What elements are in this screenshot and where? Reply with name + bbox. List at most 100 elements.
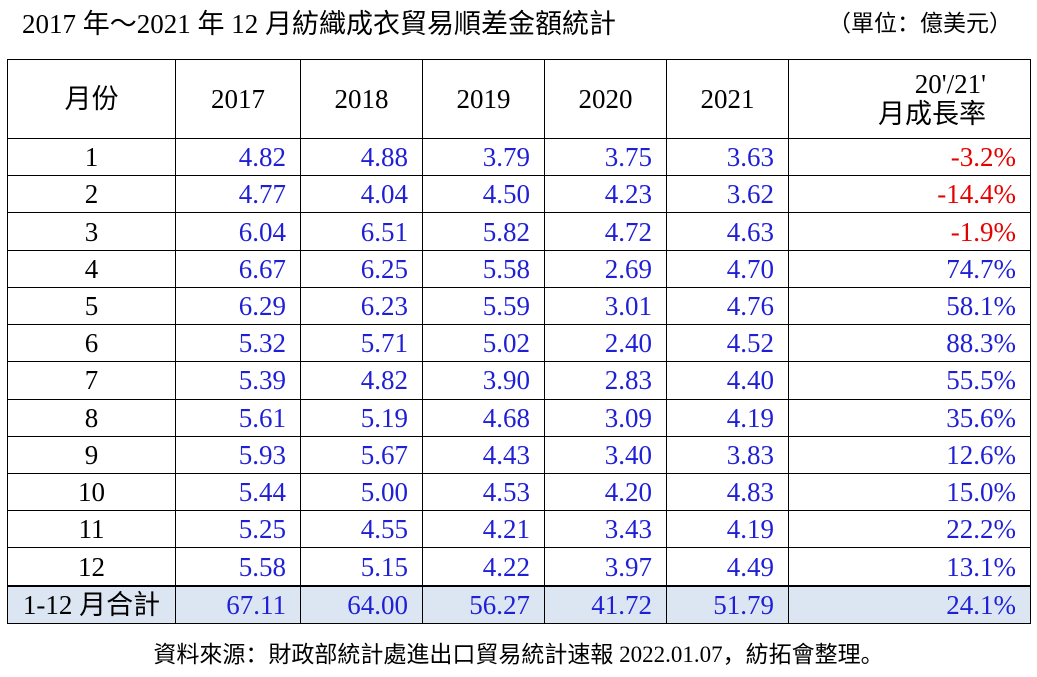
- total-value-cell: 67.11: [175, 584, 301, 624]
- table-row: 6 5.32 5.71 5.02 2.40 4.52 88.3%: [7, 324, 1031, 363]
- value-cell: 4.49: [666, 547, 789, 587]
- growth-cell: 58.1%: [788, 286, 1031, 326]
- value-cell: 6.25: [300, 249, 423, 288]
- value-cell: 4.50: [422, 175, 545, 214]
- value-cell: 4.70: [666, 249, 789, 288]
- value-cell: 4.77: [175, 175, 301, 214]
- source-note: 資料來源：財政部統計處進出口貿易統計速報 2022.01.07，紡拓會整理。: [153, 642, 884, 667]
- value-cell: 3.79: [422, 137, 545, 177]
- value-cell: 2.40: [544, 324, 667, 363]
- value-cell: 5.59: [422, 286, 545, 326]
- growth-cell: 55.5%: [788, 361, 1031, 400]
- value-cell: 4.72: [544, 212, 667, 251]
- value-cell: 3.01: [544, 286, 667, 326]
- value-cell: 5.61: [175, 398, 301, 437]
- value-cell: 4.82: [175, 137, 301, 177]
- value-cell: 3.97: [544, 547, 667, 587]
- header-growth: 20'/21' 月成長率: [788, 59, 1031, 139]
- value-cell: 2.69: [544, 249, 667, 288]
- value-cell: 4.88: [300, 137, 423, 177]
- header-year: 2021: [666, 59, 789, 139]
- value-cell: 6.23: [300, 286, 423, 326]
- title-bar: 2017 年～2021 年 12 月紡織成衣貿易順差金額統計 （單位：億美元）: [22, 6, 1012, 42]
- value-cell: 5.25: [175, 510, 301, 549]
- value-cell: 4.19: [666, 398, 789, 437]
- month-cell: 2: [7, 175, 176, 214]
- value-cell: 4.63: [666, 212, 789, 251]
- value-cell: 5.71: [300, 324, 423, 363]
- table-row: 10 5.44 5.00 4.53 4.20 4.83 15.0%: [7, 472, 1031, 512]
- month-cell: 8: [7, 398, 176, 437]
- growth-cell: 12.6%: [788, 435, 1031, 474]
- month-cell: 3: [7, 212, 176, 251]
- value-cell: 4.53: [422, 472, 545, 512]
- total-value-cell: 51.79: [666, 584, 789, 624]
- value-cell: 4.40: [666, 361, 789, 400]
- header-year: 2020: [544, 59, 667, 139]
- value-cell: 3.75: [544, 137, 667, 177]
- growth-cell: -14.4%: [788, 175, 1031, 214]
- table-row: 7 5.39 4.82 3.90 2.83 4.40 55.5%: [7, 361, 1031, 400]
- growth-cell: -1.9%: [788, 212, 1031, 251]
- page-title: 2017 年～2021 年 12 月紡織成衣貿易順差金額統計: [22, 9, 616, 39]
- header-growth-period: 20'/21': [914, 69, 986, 99]
- total-value-cell: 41.72: [544, 584, 667, 624]
- value-cell: 5.44: [175, 472, 301, 512]
- value-cell: 4.52: [666, 324, 789, 363]
- month-cell: 11: [7, 510, 176, 549]
- month-cell: 9: [7, 435, 176, 474]
- total-value-cell: 56.27: [422, 584, 545, 624]
- value-cell: 5.19: [300, 398, 423, 437]
- value-cell: 5.58: [422, 249, 545, 288]
- value-cell: 5.39: [175, 361, 301, 400]
- value-cell: 3.40: [544, 435, 667, 474]
- table-row: 9 5.93 5.67 4.43 3.40 3.83 12.6%: [7, 435, 1031, 474]
- growth-cell: 88.3%: [788, 324, 1031, 363]
- value-cell: 5.58: [175, 547, 301, 587]
- value-cell: 6.04: [175, 212, 301, 251]
- value-cell: 3.62: [666, 175, 789, 214]
- table-row: 4 6.67 6.25 5.58 2.69 4.70 74.7%: [7, 249, 1031, 288]
- value-cell: 5.82: [422, 212, 545, 251]
- month-cell: 1: [7, 137, 176, 177]
- table-row: 11 5.25 4.55 4.21 3.43 4.19 22.2%: [7, 510, 1031, 549]
- growth-cell: 22.2%: [788, 510, 1031, 549]
- growth-cell: -3.2%: [788, 137, 1031, 177]
- value-cell: 4.43: [422, 435, 545, 474]
- value-cell: 4.21: [422, 510, 545, 549]
- table-row: 5 6.29 6.23 5.59 3.01 4.76 58.1%: [7, 286, 1031, 326]
- value-cell: 5.67: [300, 435, 423, 474]
- value-cell: 4.76: [666, 286, 789, 326]
- growth-cell: 74.7%: [788, 249, 1031, 288]
- table-row: 3 6.04 6.51 5.82 4.72 4.63 -1.9%: [7, 212, 1031, 251]
- month-cell: 5: [7, 286, 176, 326]
- header-growth-label: 月成長率: [878, 99, 986, 129]
- trade-surplus-table: 月份 2017 2018 2019 2020 2021 20'/21' 月成長率…: [7, 59, 1031, 624]
- header-year: 2018: [300, 59, 423, 139]
- table-row: 2 4.77 4.04 4.50 4.23 3.62 -14.4%: [7, 175, 1031, 214]
- value-cell: 3.63: [666, 137, 789, 177]
- value-cell: 5.15: [300, 547, 423, 587]
- value-cell: 4.20: [544, 472, 667, 512]
- value-cell: 4.82: [300, 361, 423, 400]
- value-cell: 6.29: [175, 286, 301, 326]
- month-cell: 6: [7, 324, 176, 363]
- unit-note: （單位：億美元）: [828, 11, 1012, 36]
- value-cell: 3.90: [422, 361, 545, 400]
- header-year: 2017: [175, 59, 301, 139]
- header-row: 月份 2017 2018 2019 2020 2021 20'/21' 月成長率: [7, 59, 1031, 139]
- header-year: 2019: [422, 59, 545, 139]
- value-cell: 4.23: [544, 175, 667, 214]
- table-row: 8 5.61 5.19 4.68 3.09 4.19 35.6%: [7, 398, 1031, 437]
- value-cell: 4.83: [666, 472, 789, 512]
- month-cell: 7: [7, 361, 176, 400]
- value-cell: 2.83: [544, 361, 667, 400]
- value-cell: 5.93: [175, 435, 301, 474]
- growth-cell: 35.6%: [788, 398, 1031, 437]
- value-cell: 5.32: [175, 324, 301, 363]
- header-month: 月份: [7, 59, 176, 139]
- total-value-cell: 64.00: [300, 584, 423, 624]
- total-label: 1-12 月合計: [7, 584, 176, 624]
- value-cell: 4.22: [422, 547, 545, 587]
- table-row: 12 5.58 5.15 4.22 3.97 4.49 13.1%: [7, 547, 1031, 587]
